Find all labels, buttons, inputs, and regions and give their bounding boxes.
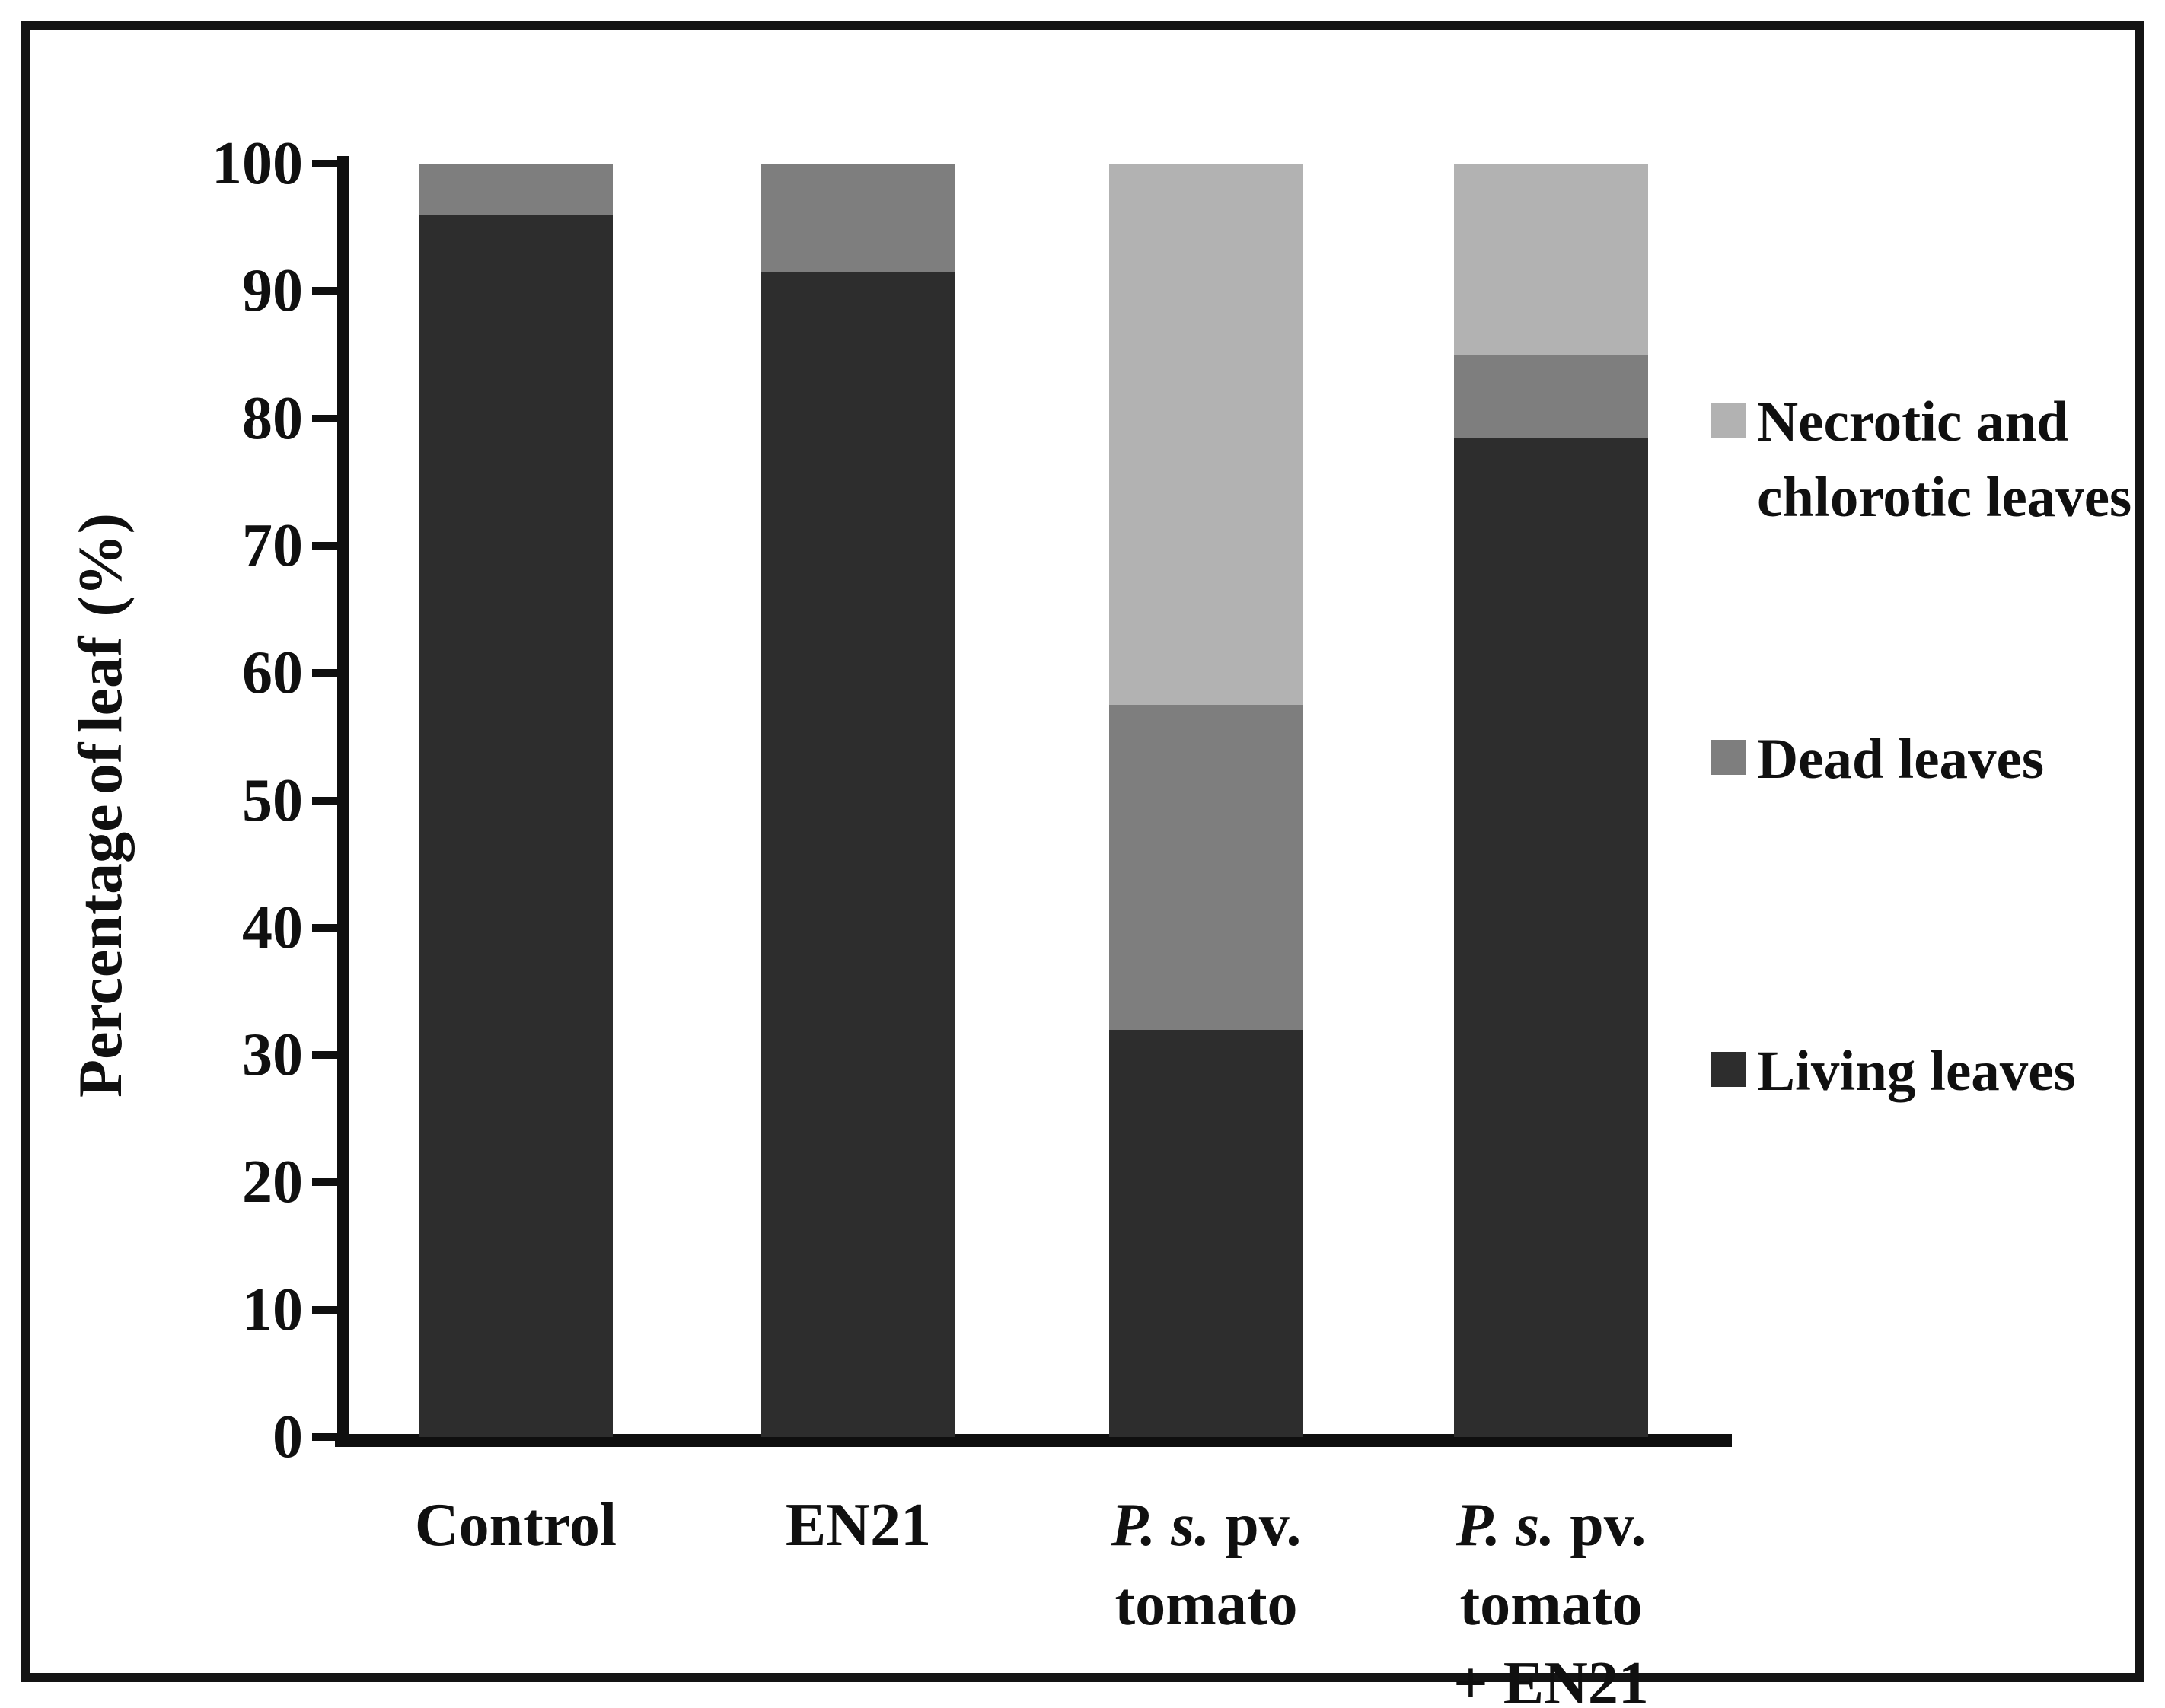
y-tick-20 bbox=[312, 1178, 337, 1187]
y-tick-90 bbox=[312, 287, 337, 295]
x-axis-label: EN21 bbox=[786, 1486, 931, 1565]
bar-segment bbox=[1109, 164, 1303, 706]
x-axis-label-line: tomato bbox=[1453, 1565, 1649, 1644]
x-axis-label: P. s. pv. tomato + EN21 bbox=[1453, 1486, 1649, 1708]
x-axis-label-text: tomato bbox=[1114, 1571, 1298, 1638]
x-axis-label-text: pv. bbox=[1554, 1492, 1647, 1559]
y-tick-0 bbox=[312, 1433, 337, 1441]
y-tick-label-80: 80 bbox=[242, 384, 303, 452]
bar-segment bbox=[761, 272, 955, 1437]
x-axis-line bbox=[335, 1434, 1732, 1447]
y-tick-80 bbox=[312, 414, 337, 422]
x-axis-label-text: + EN21 bbox=[1453, 1650, 1649, 1708]
x-axis-label: P. s. pv. tomato bbox=[1111, 1486, 1302, 1644]
y-tick-label-0: 0 bbox=[273, 1404, 303, 1471]
y-tick-label-10: 10 bbox=[242, 1276, 303, 1343]
x-axis-label-line: + EN21 bbox=[1453, 1644, 1649, 1708]
x-axis-label-text: EN21 bbox=[785, 1492, 932, 1559]
y-tick-label-50: 50 bbox=[242, 766, 303, 834]
x-axis-label-line: EN21 bbox=[786, 1486, 931, 1565]
bar-segment bbox=[1109, 705, 1303, 1030]
bar-segment bbox=[1109, 1029, 1303, 1437]
bar-segment bbox=[1454, 354, 1648, 438]
y-tick-label-70: 70 bbox=[242, 511, 303, 579]
x-axis-label-text: P. s. bbox=[1111, 1492, 1210, 1559]
y-axis-line bbox=[337, 156, 349, 1447]
legend-label: Living leaves bbox=[1757, 1034, 2076, 1109]
legend-swatch bbox=[1711, 1052, 1746, 1087]
y-tick-40 bbox=[312, 923, 337, 932]
x-axis-label-line: Control bbox=[415, 1486, 617, 1565]
y-tick-50 bbox=[312, 796, 337, 805]
legend-swatch bbox=[1711, 403, 1746, 438]
y-tick-60 bbox=[312, 669, 337, 677]
y-tick-10 bbox=[312, 1305, 337, 1314]
x-axis-label-line: tomato bbox=[1111, 1565, 1302, 1644]
legend-label: Dead leaves bbox=[1757, 722, 2044, 797]
bar-segment bbox=[1454, 437, 1648, 1437]
y-tick-30 bbox=[312, 1051, 337, 1060]
x-axis-label-line: P. s. pv. bbox=[1453, 1486, 1649, 1565]
legend-label-line: Dead leaves bbox=[1757, 728, 2045, 791]
y-axis-title: Percentage of leaf (%) bbox=[65, 513, 135, 1098]
x-axis-label-text: pv. bbox=[1210, 1492, 1302, 1559]
x-axis-label-text: Control bbox=[414, 1492, 617, 1559]
bar-segment bbox=[1454, 164, 1648, 355]
legend-label-line: chlorotic leaves bbox=[1757, 466, 2132, 529]
legend-label-line: Living leaves bbox=[1757, 1040, 2076, 1103]
figure-border bbox=[21, 21, 2144, 1682]
y-tick-label-90: 90 bbox=[242, 257, 303, 325]
y-tick-label-20: 20 bbox=[242, 1149, 303, 1216]
x-axis-label-line: P. s. pv. bbox=[1111, 1486, 1302, 1565]
bar-segment bbox=[419, 164, 613, 215]
y-tick-label-60: 60 bbox=[242, 639, 303, 707]
bar-segment bbox=[761, 164, 955, 272]
y-tick-label-100: 100 bbox=[212, 130, 303, 197]
x-axis-label-text: P. s. bbox=[1456, 1492, 1555, 1559]
y-tick-70 bbox=[312, 541, 337, 550]
y-tick-100 bbox=[312, 160, 337, 167]
bar-segment bbox=[419, 214, 613, 1437]
legend-swatch bbox=[1711, 740, 1746, 775]
legend-label: Necrotic and chlorotic leaves bbox=[1757, 384, 2132, 535]
y-tick-label-30: 30 bbox=[242, 1021, 303, 1089]
x-axis-label: Control bbox=[415, 1486, 617, 1565]
legend-label-line: Necrotic and bbox=[1757, 390, 2068, 454]
y-tick-label-40: 40 bbox=[242, 894, 303, 961]
x-axis-label-text: tomato bbox=[1459, 1571, 1643, 1638]
